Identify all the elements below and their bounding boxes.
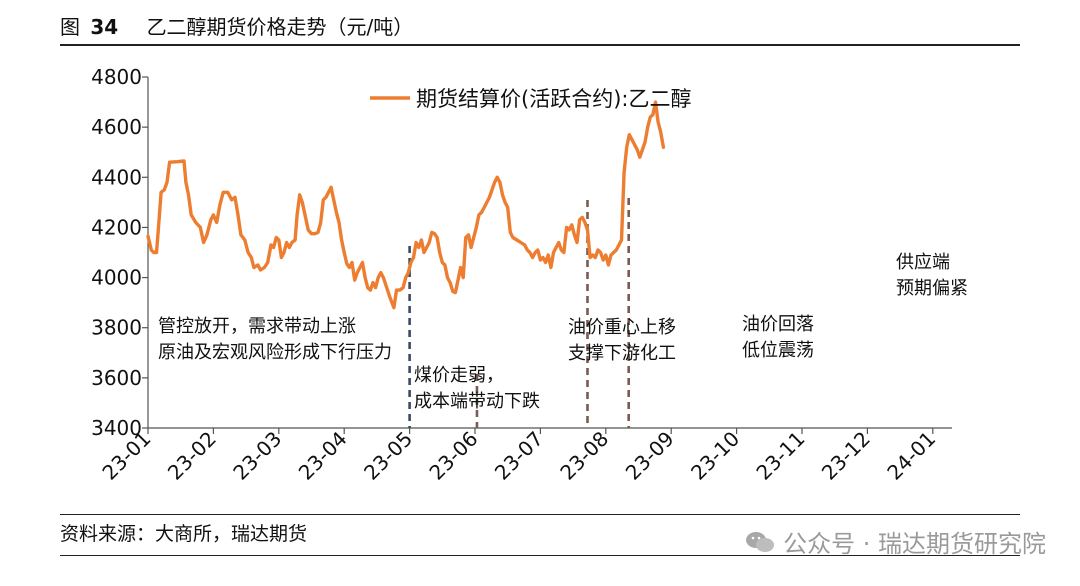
annotation-text: 成本端带动下跌 xyxy=(414,391,540,412)
x-tick-label: 23-04 xyxy=(294,427,352,485)
x-tick-label: 23-02 xyxy=(163,427,221,485)
figure-header: 图 34 乙二醇期货价格走势（元/吨） xyxy=(60,10,1020,46)
y-tick-label: 4400 xyxy=(91,165,142,189)
annotation-text: 供应端 xyxy=(896,252,950,273)
annotation-text: 原油及宏观风险形成下行压力 xyxy=(158,342,392,363)
x-tick-label: 23-12 xyxy=(817,427,875,485)
chart-legend: 期货结算价(活跃合约):乙二醇 xyxy=(370,87,691,111)
x-tick-label: 24-01 xyxy=(882,427,940,485)
series-line-settlement-price xyxy=(146,100,666,310)
y-tick-label: 4000 xyxy=(91,266,142,290)
figure-footer: 资料来源：大商所，瑞达期货 xyxy=(60,514,1020,556)
y-tick-label: 4600 xyxy=(91,115,142,139)
source-note: 资料来源：大商所，瑞达期货 xyxy=(60,523,308,545)
y-tick-label: 3800 xyxy=(91,316,142,340)
legend-label: 期货结算价(活跃合约):乙二醇 xyxy=(416,87,691,111)
figure-label: 图 xyxy=(60,15,80,39)
y-tick-label: 4200 xyxy=(91,215,142,239)
x-tick-label: 23-06 xyxy=(424,427,482,485)
annotation-text: 油价重心上移 xyxy=(568,317,676,338)
watermark-text: 公众号 · 瑞达期货研究院 xyxy=(783,530,1046,558)
x-tick-label: 23-11 xyxy=(751,427,809,485)
annotation-text: 预期偏紧 xyxy=(896,278,968,299)
figure-title: 乙二醇期货价格走势（元/吨） xyxy=(146,15,414,39)
x-tick-label: 23-07 xyxy=(490,427,548,485)
annotation-text: 煤价走弱， xyxy=(414,365,504,386)
y-tick-label: 3600 xyxy=(91,366,142,390)
annotation-text: 油价回落 xyxy=(742,314,814,335)
x-tick-label: 23-08 xyxy=(555,427,613,485)
x-tick-label: 23-03 xyxy=(228,427,286,485)
annotation-text: 低位震荡 xyxy=(742,340,814,361)
x-tick-label: 23-10 xyxy=(686,427,744,485)
x-tick-label: 23-09 xyxy=(621,427,679,485)
x-tick-label: 23-05 xyxy=(359,427,417,485)
y-tick-label: 4800 xyxy=(91,65,142,89)
figure-number: 34 xyxy=(90,15,119,39)
annotation-text: 支撑下游化工 xyxy=(568,343,676,364)
y-tick-label: 3400 xyxy=(91,416,142,440)
wechat-icon xyxy=(746,531,775,552)
annotation-text: 管控放开，需求带动上涨 xyxy=(158,316,356,337)
series-layer xyxy=(146,100,666,310)
watermark: 公众号 · 瑞达期货研究院 xyxy=(745,524,1046,559)
